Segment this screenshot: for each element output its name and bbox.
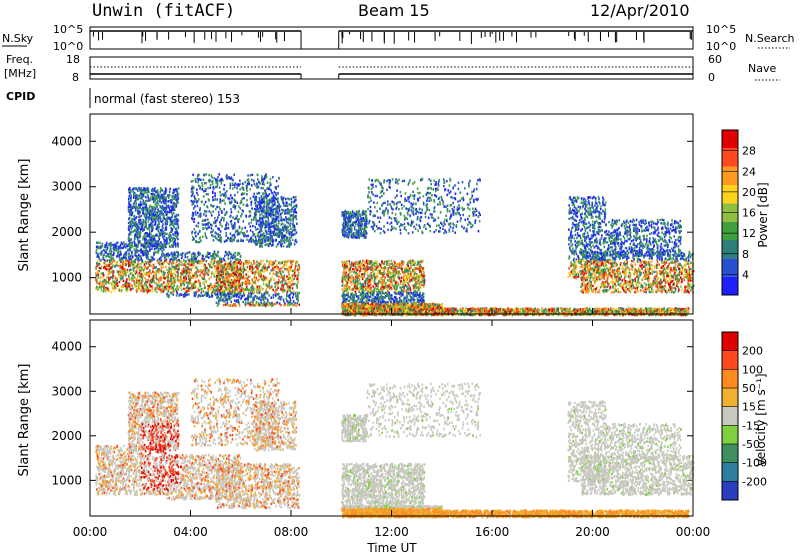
nsky-right-tick-bottom: 10^0: [706, 40, 736, 53]
ytick-label: 4000: [51, 134, 82, 148]
cpid-text: normal (fast stereo) 153: [94, 92, 240, 106]
colorbar-tick: 12: [742, 227, 756, 240]
nsky-panel: N.Sky 10^5 10^0 10^5 10^0 N.Search: [2, 23, 795, 53]
velocity-cbar-label: Velocity [m s⁻¹]: [754, 373, 768, 466]
xaxis-label: Time UT: [366, 541, 417, 554]
xtick-label: 00:00: [73, 525, 108, 539]
xtick-label: 20:00: [575, 525, 610, 539]
power-cbar-label: Power [dB]: [756, 182, 770, 247]
ytick-label: 2000: [51, 429, 82, 443]
ytick-label: 1000: [51, 271, 82, 285]
freq-unit-label: [MHz]: [4, 67, 36, 80]
nsky-label: N.Sky: [2, 32, 34, 45]
colorbar-tick: 28: [742, 145, 756, 158]
power-heatmap: [95, 173, 694, 316]
nsky-right-tick-top: 10^5: [706, 23, 736, 36]
radar-summary-plot: Unwin (fitACF) Beam 15 12/Apr/2010 N.Sky…: [0, 0, 800, 554]
freq-label: Freq.: [6, 53, 33, 66]
ytick-label: 4000: [51, 340, 82, 354]
colorbar-tick: 16: [742, 207, 756, 220]
xtick-label: 00:00: [676, 525, 711, 539]
date-title: 12/Apr/2010: [590, 1, 690, 20]
ytick-label: 3000: [51, 180, 82, 194]
xtick-label: 08:00: [274, 525, 309, 539]
nsky-left-tick-top: 10^5: [53, 23, 83, 36]
nsky-left-tick-bottom: 10^0: [53, 40, 83, 53]
colorbar-tick: 24: [742, 165, 756, 178]
xtick-label: 16:00: [475, 525, 510, 539]
colorbar-tick: 20: [742, 186, 756, 199]
power-ylabel: Slant Range [km]: [17, 159, 32, 272]
ytick-label: 3000: [51, 384, 82, 398]
freq-trace: [90, 67, 693, 79]
velocity-panel: Slant Range [km] 4000 3000 2000 1000 00:00 0…: [17, 308, 768, 554]
freq-right-tick-bottom: 0: [708, 71, 715, 84]
freq-panel: Freq. [MHz] 18 8 60 0 Nave: [4, 53, 780, 84]
freq-left-tick-bottom: 8: [72, 71, 79, 84]
colorbar-tick: 8: [742, 248, 749, 261]
nsearch-label: N.Search: [745, 32, 795, 45]
xtick-label: 12:00: [374, 525, 409, 539]
nsky-trace: [90, 31, 693, 49]
power-colorbar: 28 24 20 16 12 8 4: [722, 130, 756, 295]
colorbar-tick: 200: [742, 345, 763, 358]
cpid-panel: CPID normal (fast stereo) 153: [6, 88, 240, 108]
freq-left-tick-top: 18: [66, 53, 80, 66]
colorbar-tick: 4: [742, 268, 749, 281]
freq-right-tick-top: 60: [708, 53, 722, 66]
colorbar-tick: -200: [742, 475, 767, 488]
power-panel: Slant Range [km] 4000 3000 2000 1000 28 24 20…: [17, 114, 770, 316]
velocity-heatmap: [95, 378, 694, 518]
ytick-label: 1000: [51, 473, 82, 487]
xtick-label: 04:00: [173, 525, 208, 539]
ytick-label: 2000: [51, 225, 82, 239]
cpid-label: CPID: [6, 90, 35, 103]
station-title: Unwin (fitACF): [92, 1, 235, 21]
beam-title: Beam 15: [358, 1, 430, 20]
velocity-ylabel: Slant Range [km]: [17, 364, 32, 477]
nave-label: Nave: [748, 62, 776, 75]
